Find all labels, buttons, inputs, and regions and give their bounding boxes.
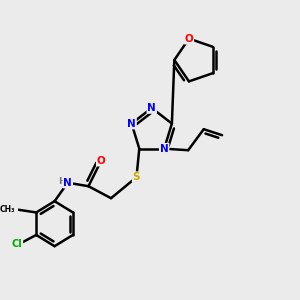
Text: N: N <box>160 144 169 154</box>
Text: Cl: Cl <box>12 239 22 249</box>
Text: H: H <box>58 177 65 186</box>
Text: N: N <box>147 103 156 113</box>
Text: N: N <box>64 178 72 188</box>
Text: CH₃: CH₃ <box>0 205 15 214</box>
Text: O: O <box>184 34 193 44</box>
Text: O: O <box>97 156 106 166</box>
Text: N: N <box>127 118 136 128</box>
Text: S: S <box>133 172 140 182</box>
